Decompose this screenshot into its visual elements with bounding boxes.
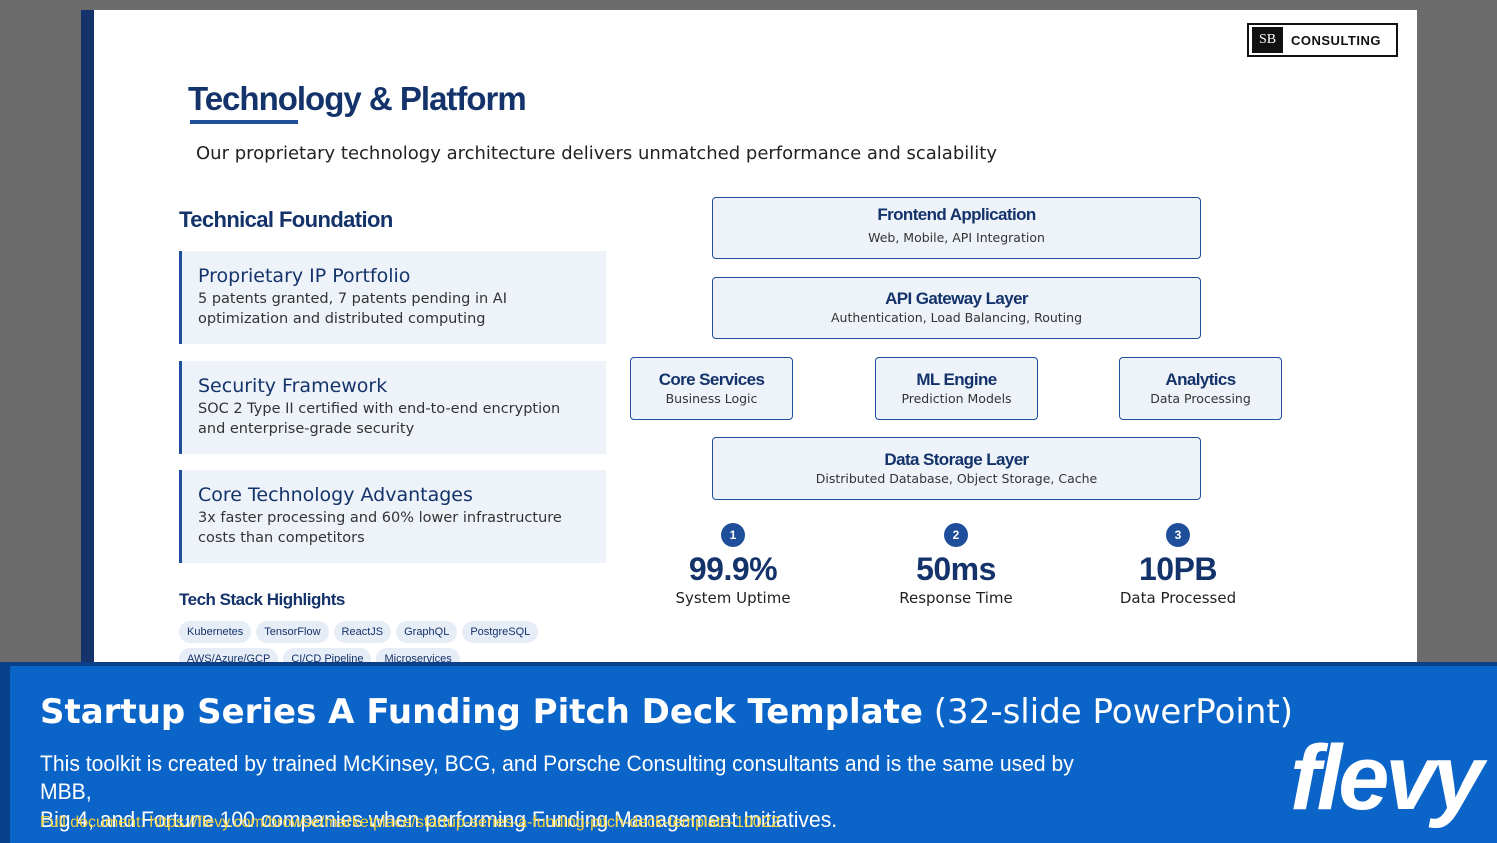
metric-number-badge: 1 xyxy=(721,523,745,547)
card-ip-portfolio: Proprietary IP Portfolio 5 patents grant… xyxy=(179,251,606,344)
flevy-logo: flevy xyxy=(1290,727,1484,829)
metric-value: 50ms xyxy=(916,551,996,587)
arch-frontend-box: Frontend Application Web, Mobile, API In… xyxy=(712,197,1201,259)
card-desc: 3x faster processing and 60% lower infra… xyxy=(198,510,562,546)
banner-accent-bar xyxy=(0,666,10,843)
box-sub: Distributed Database, Object Storage, Ca… xyxy=(815,471,1098,486)
chip-tensorflow: TensorFlow xyxy=(256,621,329,643)
metric-response-time: 2 50ms Response Time xyxy=(856,523,1056,607)
box-sub: Data Processing xyxy=(1150,391,1251,406)
box-title: Data Storage Layer xyxy=(884,450,1029,469)
full-document-link[interactable]: Full document: https://flevy.com/browse/… xyxy=(40,814,780,831)
metric-value: 10PB xyxy=(1138,551,1218,587)
slide-title: Technology & Platform xyxy=(188,80,527,117)
card-title: Security Framework xyxy=(198,375,388,397)
box-title: API Gateway Layer xyxy=(885,289,1028,308)
metric-label: System Uptime xyxy=(675,589,791,607)
slide-accent-bar xyxy=(81,10,94,670)
banner-description: This toolkit is created by trained McKin… xyxy=(40,750,1077,834)
metric-label: Response Time xyxy=(899,589,1013,607)
arch-ml-engine-box: ML Engine Prediction Models xyxy=(875,357,1038,420)
box-sub: Web, Mobile, API Integration xyxy=(868,230,1045,245)
arch-core-services-box: Core Services Business Logic xyxy=(630,357,793,420)
metric-number-badge: 3 xyxy=(1166,523,1190,547)
card-security-framework: Security Framework SOC 2 Type II certifi… xyxy=(179,361,606,454)
metric-data-processed: 3 10PB Data Processed xyxy=(1078,523,1278,607)
logo-mark: SB xyxy=(1252,27,1283,53)
card-core-technology: Core Technology Advantages 3x faster pro… xyxy=(179,470,606,563)
arch-analytics-box: Analytics Data Processing xyxy=(1119,357,1282,420)
box-title: Frontend Application xyxy=(877,205,1036,224)
slide-subtitle: Our proprietary technology architecture … xyxy=(196,143,997,164)
title-underline xyxy=(190,120,298,124)
slide: SB CONSULTING Technology & Platform Our … xyxy=(81,10,1417,670)
card-desc: 5 patents granted, 7 patents pending in … xyxy=(198,291,507,327)
chip-kubernetes: Kubernetes xyxy=(179,621,252,643)
arch-gateway-box: API Gateway Layer Authentication, Load B… xyxy=(712,277,1201,339)
metric-number-badge: 2 xyxy=(944,523,968,547)
banner-desc-line-2: Big 4, and Fortune 100 companies when pe… xyxy=(40,807,838,832)
sb-consulting-logo: SB CONSULTING xyxy=(1247,23,1398,57)
banner-desc-line-1: This toolkit is created by trained McKin… xyxy=(40,751,1074,804)
banner-title-rest: (32-slide PowerPoint) xyxy=(922,692,1293,732)
card-desc: SOC 2 Type II certified with end-to-end … xyxy=(198,401,561,437)
banner-title: Startup Series A Funding Pitch Deck Temp… xyxy=(40,692,1293,732)
chip-postgresql: PostgreSQL xyxy=(462,621,539,643)
chip-graphql: GraphQL xyxy=(396,621,458,643)
chip-reactjs: ReactJS xyxy=(333,621,392,643)
technical-foundation-heading: Technical Foundation xyxy=(179,207,393,232)
banner-title-bold: Startup Series A Funding Pitch Deck Temp… xyxy=(40,692,923,732)
card-title: Core Technology Advantages xyxy=(198,484,473,506)
box-sub: Prediction Models xyxy=(901,391,1012,406)
box-sub: Authentication, Load Balancing, Routing xyxy=(830,310,1083,325)
logo-text: CONSULTING xyxy=(1291,32,1381,48)
metric-label: Data Processed xyxy=(1119,589,1237,607)
box-sub: Business Logic xyxy=(665,391,758,406)
metric-uptime: 1 99.9% System Uptime xyxy=(633,523,833,607)
box-title: Core Services xyxy=(658,370,765,389)
box-title: Analytics xyxy=(1165,370,1236,389)
arch-storage-box: Data Storage Layer Distributed Database,… xyxy=(712,437,1201,500)
tech-stack-heading: Tech Stack Highlights xyxy=(179,590,345,609)
metric-value: 99.9% xyxy=(688,551,778,587)
promo-banner: Startup Series A Funding Pitch Deck Temp… xyxy=(0,662,1497,843)
box-title: ML Engine xyxy=(916,370,997,389)
card-title: Proprietary IP Portfolio xyxy=(198,265,411,287)
